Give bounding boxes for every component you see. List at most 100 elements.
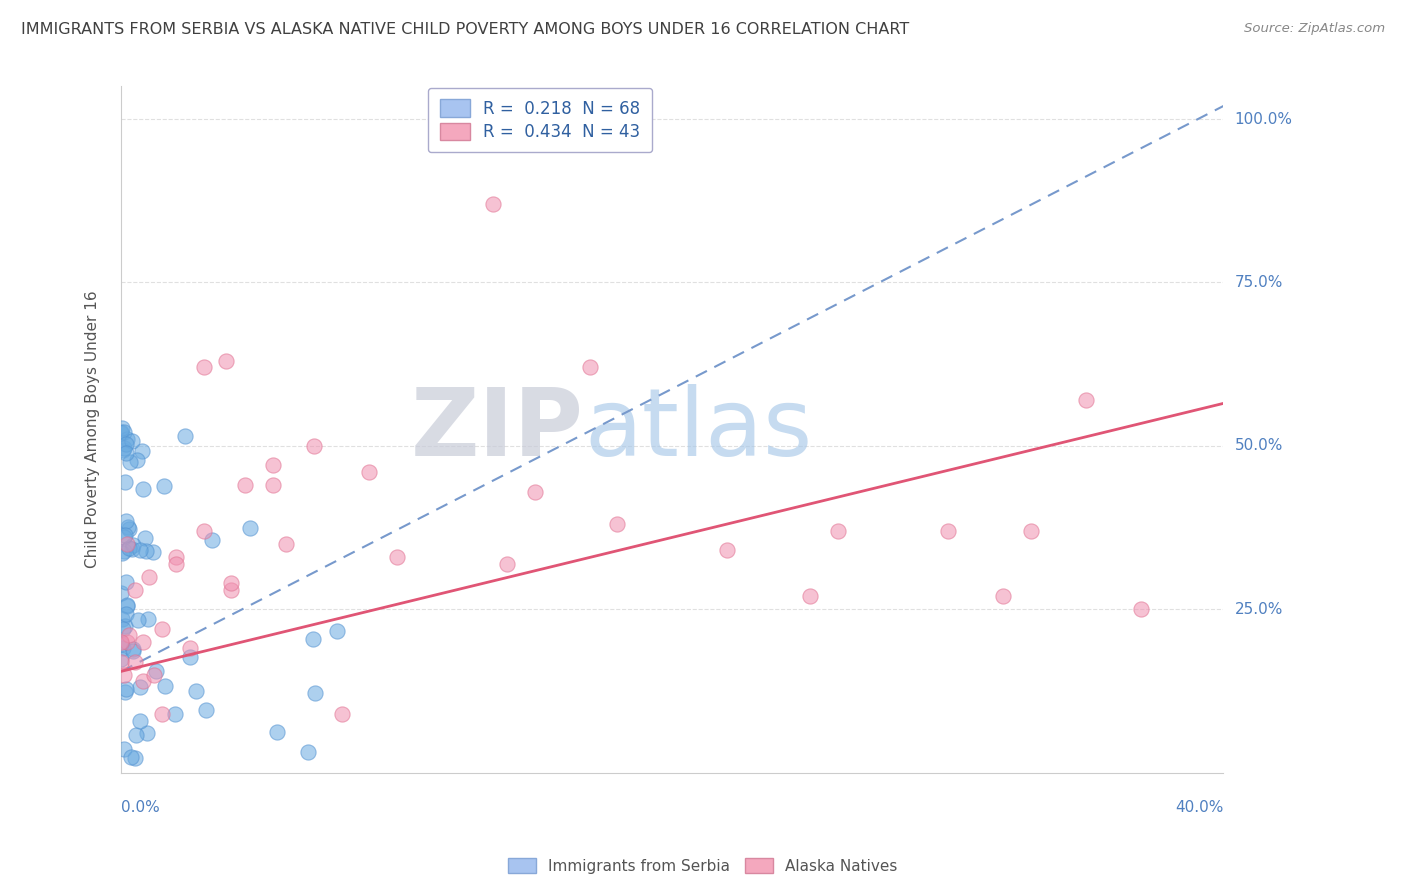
Point (138, 569, 160, 583)
Point (112, 543, 135, 558)
Text: atlas: atlas (583, 384, 813, 475)
Legend: Immigrants from Serbia, Alaska Natives: Immigrants from Serbia, Alaska Natives (502, 852, 904, 880)
Point (302, 632, 325, 646)
Point (142, 545, 165, 559)
Point (115, 436, 138, 450)
Point (262, 458, 284, 473)
Point (114, 682, 136, 697)
Point (120, 750, 142, 764)
Point (132, 483, 155, 497)
Point (121, 542, 143, 557)
Point (165, 707, 187, 722)
Point (1019, 524, 1042, 538)
Point (111, 442, 134, 457)
Point (131, 444, 153, 458)
Point (194, 704, 217, 718)
Point (233, 478, 256, 492)
Point (152, 622, 174, 636)
Point (112, 425, 135, 439)
Point (143, 667, 166, 681)
Point (991, 589, 1014, 603)
Point (266, 725, 288, 739)
Point (523, 484, 546, 499)
Point (110, 586, 132, 600)
Point (110, 425, 132, 440)
Point (827, 524, 849, 538)
Point (128, 542, 150, 557)
Text: 25.0%: 25.0% (1234, 602, 1282, 616)
Legend: R =  0.218  N = 68, R =  0.434  N = 43: R = 0.218 N = 68, R = 0.434 N = 43 (427, 87, 652, 153)
Point (110, 637, 132, 651)
Point (799, 589, 821, 603)
Point (114, 685, 136, 699)
Point (115, 537, 138, 551)
Text: 0.0%: 0.0% (121, 799, 160, 814)
Point (262, 478, 284, 492)
Point (124, 655, 146, 669)
Point (110, 651, 132, 665)
Point (174, 428, 197, 442)
Point (115, 432, 138, 446)
Point (385, 549, 408, 564)
Point (129, 680, 152, 694)
Point (125, 453, 148, 467)
Point (145, 664, 167, 678)
Text: 75.0%: 75.0% (1234, 275, 1282, 290)
Point (153, 678, 176, 692)
Text: 100.0%: 100.0% (1234, 112, 1292, 127)
Point (330, 706, 353, 721)
Point (111, 622, 134, 636)
Point (304, 686, 326, 700)
Point (132, 674, 155, 689)
Point (135, 544, 157, 558)
Point (193, 524, 215, 538)
Y-axis label: Child Poverty Among Boys Under 16: Child Poverty Among Boys Under 16 (86, 291, 100, 568)
Point (122, 644, 145, 658)
Point (122, 641, 145, 656)
Point (114, 446, 136, 460)
Point (179, 641, 201, 656)
Point (129, 714, 152, 728)
Point (153, 479, 176, 493)
Point (1129, 602, 1152, 616)
Point (165, 557, 187, 571)
Point (239, 521, 262, 535)
Point (111, 640, 134, 655)
Point (186, 684, 208, 698)
Point (112, 530, 135, 544)
Point (276, 537, 298, 551)
Point (136, 612, 159, 626)
Point (297, 745, 319, 759)
Point (118, 628, 141, 642)
Point (124, 582, 146, 597)
Point (115, 575, 138, 590)
Point (111, 546, 134, 560)
Point (179, 650, 201, 665)
Point (122, 538, 145, 552)
Point (110, 655, 132, 669)
Point (121, 434, 143, 448)
Point (1074, 393, 1097, 408)
Point (359, 465, 381, 479)
Point (127, 613, 149, 627)
Text: ZIP: ZIP (411, 384, 583, 475)
Point (117, 599, 139, 613)
Point (124, 751, 146, 765)
Point (110, 426, 132, 441)
Point (124, 728, 146, 742)
Point (606, 517, 628, 532)
Text: 40.0%: 40.0% (1175, 799, 1223, 814)
Point (120, 455, 142, 469)
Point (118, 541, 141, 555)
Point (115, 514, 138, 528)
Point (482, 197, 505, 211)
Point (115, 607, 138, 622)
Point (221, 582, 243, 597)
Point (193, 360, 215, 375)
Point (152, 706, 174, 721)
Point (115, 598, 138, 612)
Point (110, 635, 132, 649)
Point (936, 524, 959, 538)
Text: IMMIGRANTS FROM SERBIA VS ALASKA NATIVE CHILD POVERTY AMONG BOYS UNDER 16 CORREL: IMMIGRANTS FROM SERBIA VS ALASKA NATIVE … (21, 22, 910, 37)
Point (716, 543, 738, 558)
